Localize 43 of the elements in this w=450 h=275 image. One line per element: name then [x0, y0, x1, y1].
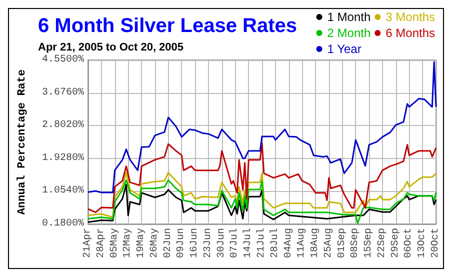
legend-label: 1 Month — [327, 10, 371, 24]
legend-label: 2 Month — [327, 26, 371, 40]
x-tick-label: 04Aug — [283, 228, 294, 258]
x-tick-label: 30Jun — [216, 228, 228, 258]
x-tick-label: 05May — [109, 228, 120, 258]
x-tick-label: 01Sep — [336, 228, 348, 258]
x-tick-label: 16Jun — [190, 228, 201, 258]
chart-subtitle: Apr 21, 2005 to Oct 20, 2005 — [38, 42, 184, 54]
x-tick-label: 22Sep — [376, 228, 388, 258]
x-tick-label: 20Oct — [430, 228, 442, 258]
chart-title: 6 Month Silver Lease Rates — [38, 15, 297, 37]
x-tick-label: 29Sep — [390, 228, 402, 258]
x-tick-label: 25Aug — [323, 228, 334, 258]
y-tick-label: 0.1800% — [42, 218, 84, 230]
legend-label: 6 Months — [386, 26, 435, 40]
x-tick-label: 28Jul — [268, 228, 281, 258]
x-tick-label: 14Jul — [242, 228, 254, 258]
y-axis-title: Annual Percentage Rate — [16, 68, 28, 215]
x-tick-label: 11Aug — [296, 228, 308, 258]
line-series — [87, 142, 437, 214]
y-tick-label: 1.0540% — [42, 186, 84, 197]
legend-label: 3 Months — [386, 10, 435, 24]
x-tick-label: 09Jun — [176, 228, 188, 258]
x-tick-label: 06Oct — [404, 228, 415, 258]
x-tick-label: 13Oct — [417, 228, 428, 258]
x-tick-label: 02Jun — [162, 228, 174, 258]
y-tick-label: 4.5500% — [42, 54, 84, 66]
y-tick-label: 1.9280% — [42, 152, 84, 164]
x-tick-label: 19May — [136, 228, 148, 258]
legend-label: 1 Year — [327, 42, 362, 56]
y-tick-label: 2.8020% — [42, 120, 84, 132]
x-tick-label: 07Jul — [228, 228, 241, 258]
x-tick-label: 28Apr — [96, 228, 107, 258]
x-tick-label: 12May — [122, 228, 134, 258]
x-tick-label: 23Jun — [202, 228, 214, 258]
x-tick-label: 21Apr — [82, 228, 94, 258]
y-tick-label: 3.6760% — [42, 87, 84, 98]
x-tick-label: 21Jul — [256, 228, 268, 258]
x-tick-label: 08Sep — [350, 228, 362, 258]
x-tick-label: 26May — [149, 228, 160, 258]
x-tick-label: 15Sep — [364, 228, 375, 258]
x-tick-label: 18Aug — [310, 228, 322, 258]
line-series — [87, 172, 437, 218]
